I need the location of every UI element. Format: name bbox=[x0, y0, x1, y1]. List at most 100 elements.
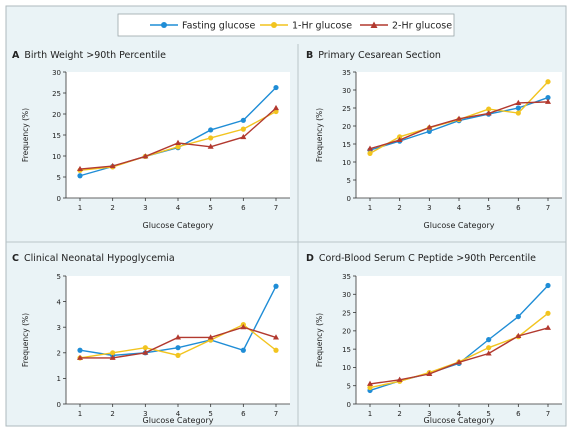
x-tick-label: 2 bbox=[110, 410, 114, 418]
data-point bbox=[240, 117, 246, 123]
legend-item-2hr: 2-Hr glucose bbox=[360, 21, 452, 32]
data-point bbox=[175, 345, 181, 351]
data-point bbox=[109, 354, 116, 360]
data-point bbox=[207, 143, 214, 149]
x-tick-label: 6 bbox=[241, 410, 246, 418]
x-tick-label: 1 bbox=[368, 410, 372, 418]
y-tick-label: 30 bbox=[342, 291, 351, 299]
x-tick-label: 3 bbox=[427, 410, 431, 418]
legend-label-2hr: 2-Hr glucose bbox=[392, 21, 452, 32]
data-point bbox=[515, 105, 521, 111]
data-point bbox=[456, 359, 462, 365]
legend-label-1hr: 1-Hr glucose bbox=[292, 21, 352, 32]
y-tick-label: 4 bbox=[57, 298, 62, 306]
y-tick-label: 0 bbox=[347, 401, 351, 409]
x-tick-label: 7 bbox=[274, 410, 278, 418]
x-tick-label: 7 bbox=[546, 204, 550, 212]
legend: Fasting glucose 1-Hr glucose 2-Hr glucos… bbox=[117, 13, 455, 37]
y-tick-label: 1 bbox=[57, 375, 61, 383]
panel-letter: A bbox=[12, 50, 20, 61]
y-axis-label: Frequency (%) bbox=[21, 313, 30, 367]
data-point bbox=[485, 350, 492, 356]
data-point bbox=[396, 376, 403, 382]
data-point bbox=[273, 347, 279, 353]
y-tick-label: 20 bbox=[342, 123, 351, 131]
data-point bbox=[175, 139, 181, 145]
x-tick-label: 7 bbox=[274, 204, 278, 212]
x-axis-label: Glucose Category bbox=[424, 221, 495, 230]
panel-title: C Clinical Neonatal Hypoglycemia bbox=[12, 253, 175, 264]
y-tick-label: 0 bbox=[57, 195, 61, 203]
data-point bbox=[273, 283, 279, 289]
x-tick-label: 4 bbox=[457, 410, 462, 418]
data-point bbox=[397, 134, 403, 140]
y-tick-label: 5 bbox=[347, 383, 351, 391]
data-point bbox=[367, 150, 373, 156]
legend-label-fasting: Fasting glucose bbox=[182, 21, 255, 32]
panel-title-text: Cord-Blood Serum C Peptide >90th Percent… bbox=[319, 253, 536, 264]
panel-letter: C bbox=[12, 253, 19, 264]
data-point bbox=[426, 370, 433, 377]
x-tick-label: 1 bbox=[78, 410, 82, 418]
x-tick-label: 2 bbox=[110, 204, 114, 212]
y-tick-label: 30 bbox=[52, 69, 61, 77]
panel-a: A Birth Weight >90th Percentile0510152025… bbox=[12, 50, 290, 230]
x-tick-label: 4 bbox=[176, 410, 181, 418]
y-tick-label: 15 bbox=[342, 346, 351, 354]
data-point bbox=[175, 144, 181, 150]
x-tick-label: 5 bbox=[486, 410, 490, 418]
y-tick-label: 5 bbox=[57, 174, 61, 182]
x-tick-label: 4 bbox=[176, 204, 181, 212]
data-point bbox=[426, 124, 433, 130]
data-point bbox=[273, 334, 279, 340]
data-point bbox=[545, 310, 551, 316]
data-point bbox=[367, 384, 373, 391]
panel-title-text: Primary Cesarean Section bbox=[318, 50, 441, 61]
y-axis-label: Frequency (%) bbox=[315, 108, 324, 162]
x-tick-label: 1 bbox=[78, 204, 82, 212]
y-tick-label: 0 bbox=[347, 195, 351, 203]
panel-title: B Primary Cesarean Section bbox=[306, 50, 441, 61]
x-tick-label: 5 bbox=[208, 410, 212, 418]
legend-item-fasting: Fasting glucose bbox=[150, 21, 255, 32]
plot-area bbox=[66, 276, 290, 404]
y-tick-label: 20 bbox=[342, 328, 351, 336]
y-tick-label: 20 bbox=[52, 111, 61, 119]
x-tick-label: 4 bbox=[457, 204, 462, 212]
panel-title-text: Clinical Neonatal Hypoglycemia bbox=[24, 253, 175, 264]
y-tick-label: 35 bbox=[342, 69, 351, 77]
data-point bbox=[77, 347, 83, 353]
legend-item-1hr: 1-Hr glucose bbox=[260, 21, 352, 32]
y-tick-label: 5 bbox=[57, 273, 61, 281]
x-axis-label: Glucose Category bbox=[143, 221, 214, 230]
y-tick-label: 10 bbox=[52, 153, 61, 161]
data-point bbox=[486, 337, 492, 343]
panel-letter: D bbox=[306, 253, 314, 264]
series-2-hr-glucose bbox=[367, 324, 551, 386]
data-point bbox=[486, 106, 492, 112]
plot-area bbox=[66, 72, 290, 198]
data-point bbox=[545, 79, 551, 85]
data-point bbox=[77, 354, 83, 360]
data-point bbox=[545, 98, 551, 104]
x-tick-label: 1 bbox=[368, 204, 372, 212]
data-point bbox=[273, 104, 279, 111]
y-tick-label: 15 bbox=[52, 132, 61, 140]
y-tick-label: 25 bbox=[52, 90, 61, 98]
x-tick-label: 6 bbox=[516, 410, 521, 418]
y-axis-label: Frequency (%) bbox=[21, 108, 30, 162]
x-axis-label: Glucose Category bbox=[424, 416, 495, 425]
x-tick-label: 7 bbox=[546, 410, 550, 418]
data-point bbox=[515, 99, 522, 105]
y-tick-label: 30 bbox=[342, 87, 351, 95]
y-tick-label: 2 bbox=[57, 350, 61, 358]
y-tick-label: 5 bbox=[347, 177, 351, 185]
data-point bbox=[110, 350, 116, 356]
data-point bbox=[208, 135, 214, 141]
y-tick-label: 25 bbox=[342, 309, 351, 317]
series-2-hr-glucose bbox=[367, 98, 551, 151]
data-point bbox=[426, 128, 432, 134]
data-point bbox=[396, 136, 403, 143]
data-point bbox=[545, 94, 551, 101]
